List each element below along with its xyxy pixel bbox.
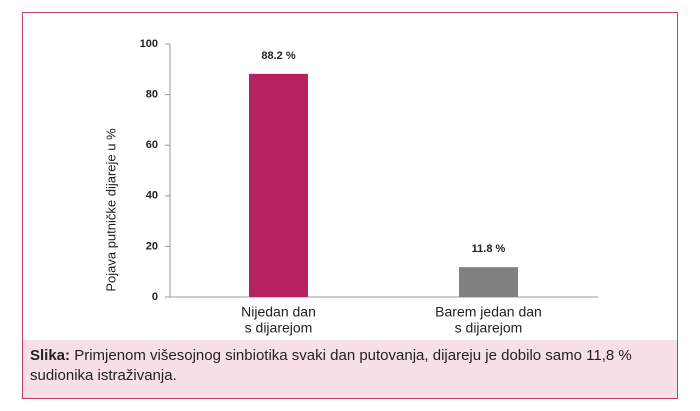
x-tick-label: s dijarejom bbox=[455, 320, 523, 336]
x-tick-label: Barem jedan dan bbox=[435, 304, 542, 320]
x-tick-label: s dijarejom bbox=[245, 320, 313, 336]
caption: Slika: Primjenom višesojnog sinbiotika s… bbox=[30, 346, 670, 386]
y-tick-label: 80 bbox=[146, 89, 158, 101]
caption-background bbox=[23, 340, 677, 398]
caption-label: Slika: bbox=[30, 347, 71, 364]
y-tick-label: 60 bbox=[146, 139, 158, 151]
bar bbox=[249, 73, 308, 297]
y-axis-label: Pojava putničke dijareje u % bbox=[103, 128, 118, 292]
value-label: 11.8 % bbox=[472, 243, 506, 255]
y-tick-label: 0 bbox=[152, 291, 158, 303]
value-label: 88.2 % bbox=[261, 50, 295, 62]
y-tick-label: 40 bbox=[146, 190, 158, 202]
y-tick-label: 100 bbox=[140, 38, 158, 50]
bar bbox=[459, 267, 518, 297]
caption-text: Primjenom višesojnog sinbiotika svaki da… bbox=[30, 347, 632, 384]
x-tick-label: Nijedan dan bbox=[241, 304, 316, 320]
frame bbox=[22, 12, 678, 399]
y-tick-label: 20 bbox=[146, 240, 158, 252]
